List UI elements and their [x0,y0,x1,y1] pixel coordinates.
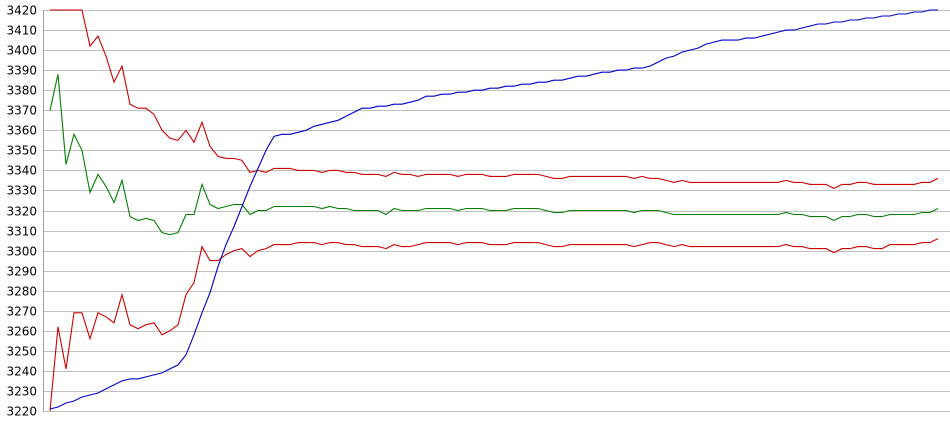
series-line-lower-band [49,238,939,412]
y-tick-label: 3300 [6,245,37,259]
y-tick-label: 3240 [6,365,37,379]
y-tick-label: 3410 [6,24,37,38]
y-tick-label: 3390 [6,64,37,78]
series-line-upper-band [50,9,939,190]
y-tick-label: 3370 [6,104,37,118]
y-tick-label: 3250 [6,345,37,359]
gridlines [43,10,950,412]
y-tick-label: 3220 [6,405,37,419]
series-line-middle [49,74,939,236]
y-tick-label: 3310 [6,225,37,239]
y-tick-label: 3340 [6,164,37,178]
y-tick-label: 3350 [6,144,37,158]
y-tick-label: 3380 [6,84,37,98]
y-tick-label: 3270 [6,305,37,319]
y-tick-label: 3420 [6,4,37,18]
y-tick-label: 3330 [6,184,37,198]
y-tick-label: 3260 [6,325,37,339]
series-line-price [49,9,938,410]
y-axis-tick-labels: 3220 3230 3240 3250 3260 3270 3280 3290 3300 3310… [6,4,37,419]
y-tick-label: 3280 [6,285,37,299]
y-tick-label: 3290 [6,265,37,279]
series-lines [49,9,939,412]
y-tick-label: 3230 [6,385,37,399]
y-tick-label: 3360 [6,124,37,138]
y-tick-label: 3400 [6,44,37,58]
y-tick-label: 3320 [6,205,37,219]
